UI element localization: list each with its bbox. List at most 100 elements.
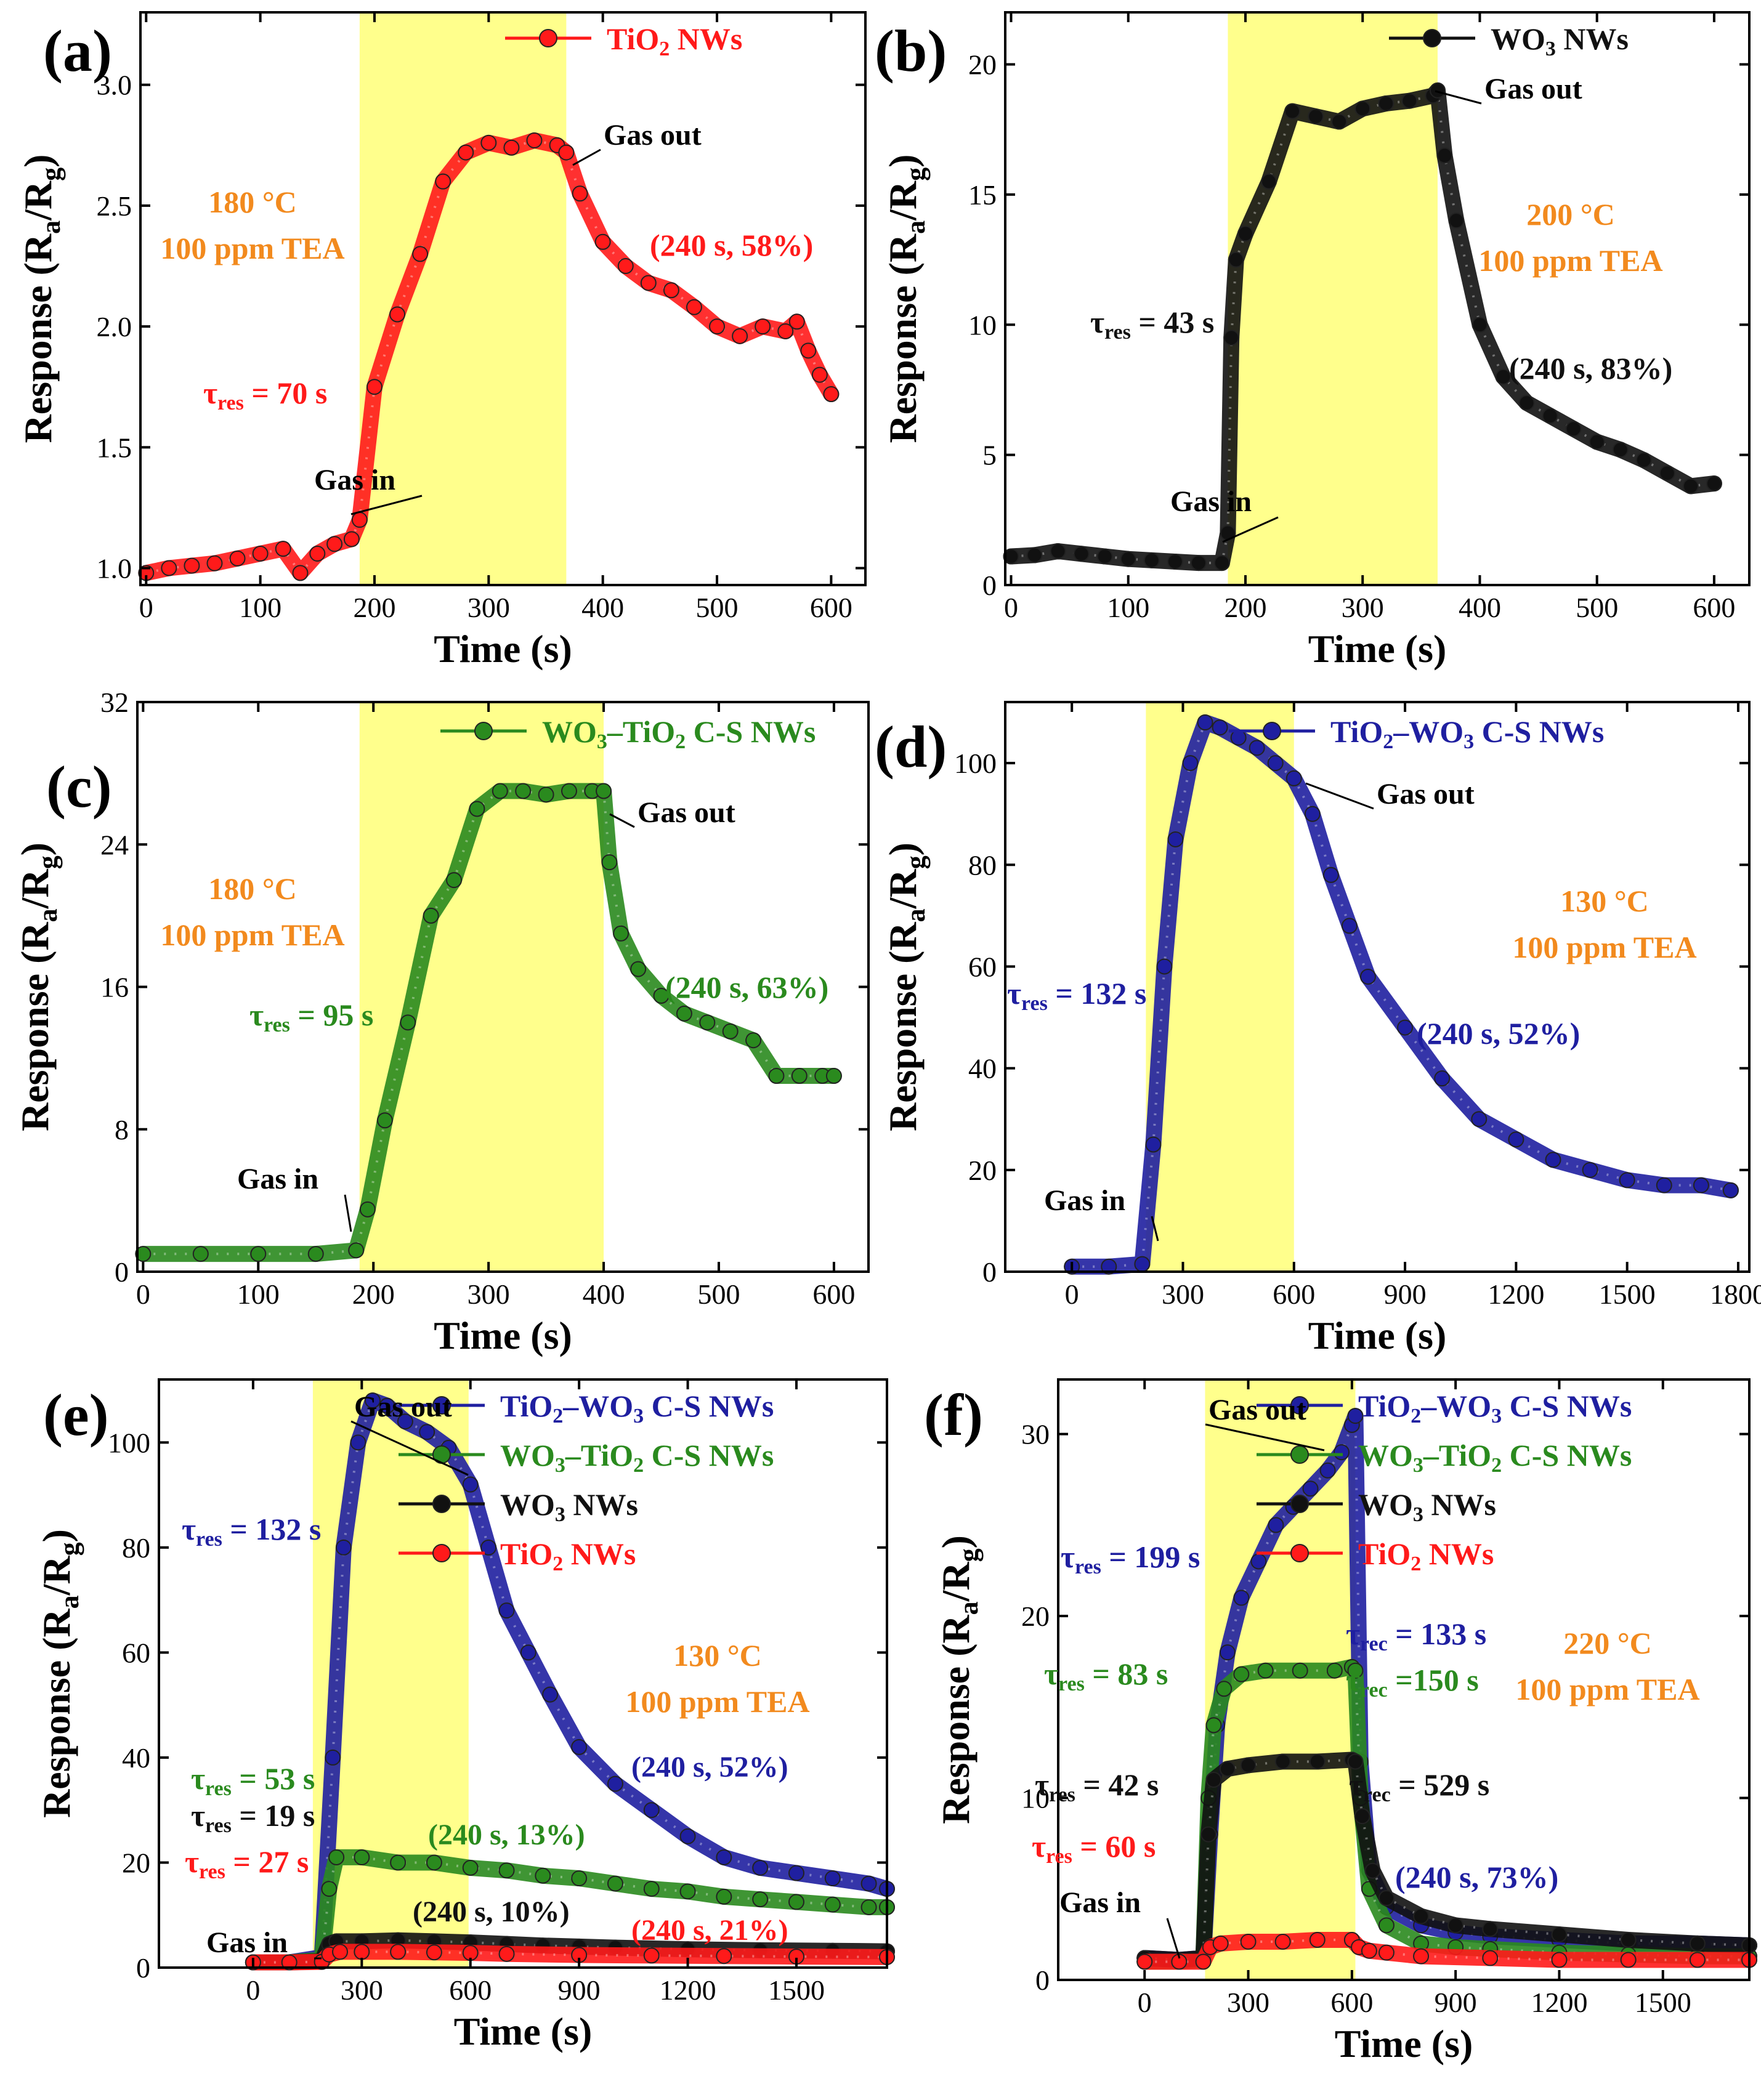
data-point — [1582, 1161, 1598, 1178]
data-point — [462, 1476, 479, 1493]
tau-label-part: τ — [1035, 1767, 1049, 1802]
data-point — [379, 1397, 395, 1414]
data-point — [348, 1242, 365, 1259]
series-line-highlight — [1144, 1758, 1750, 1961]
tau-label-part: τ — [191, 1761, 205, 1796]
data-point — [423, 907, 439, 924]
gas-in-label: Gas in — [206, 1926, 288, 1959]
data-point — [252, 545, 269, 562]
data-point — [640, 275, 657, 291]
legend-entry-part: 2 — [633, 1454, 644, 1477]
data-point — [492, 783, 508, 799]
y-tick-label: 0 — [115, 1256, 129, 1288]
tau-label: τres = 42 s — [1035, 1767, 1159, 1806]
data-point — [1682, 478, 1699, 495]
x-tick-label: 600 — [810, 592, 852, 623]
gas-exposure-window — [359, 12, 567, 585]
tau-label: τres = 60 s — [1032, 1829, 1156, 1868]
data-point — [1482, 1921, 1499, 1937]
tau-label-part: = 19 s — [232, 1798, 315, 1833]
x-tick-label: 100 — [237, 1278, 280, 1310]
data-point — [1545, 1152, 1561, 1168]
condition-temperature: 130 °C — [1560, 884, 1649, 918]
data-point — [192, 1246, 209, 1262]
axes-frame — [1004, 11, 1751, 586]
legend-entry-part: WO — [1358, 1487, 1413, 1522]
y-axis-label-part: a — [36, 220, 66, 234]
data-point — [229, 550, 246, 567]
y-axis-label-part: Response (R — [934, 1615, 978, 1824]
y-axis-label-part: g — [54, 1542, 84, 1556]
legend-entry-part: NWs — [1556, 22, 1629, 56]
series-b-0 — [1003, 82, 1722, 571]
data-point — [1240, 1757, 1257, 1774]
legend-entry-part: NWs — [563, 1537, 636, 1571]
gas-out-arrow — [1205, 1423, 1325, 1452]
data-point — [1334, 1444, 1350, 1461]
tau-label: τres = 43 s — [1090, 305, 1214, 344]
data-point — [1319, 1462, 1336, 1479]
legend-entry-part: 2 — [1411, 1553, 1421, 1575]
data-point — [389, 306, 406, 323]
y-axis-label-part: /R — [934, 1562, 978, 1602]
x-tick-label: 1500 — [1599, 1278, 1656, 1310]
data-point — [1322, 866, 1339, 883]
tau-label: τrec = 529 s — [1349, 1767, 1489, 1806]
tau-label: τres = 53 s — [191, 1761, 315, 1800]
panel-label: (a) — [43, 18, 112, 84]
legend-entry-part: 3 — [1463, 730, 1474, 753]
legend-entry-part: 2 — [1383, 730, 1393, 753]
data-point — [359, 1201, 376, 1218]
tau-label-part: τ — [1032, 1829, 1046, 1864]
y-tick-label: 15 — [968, 179, 997, 211]
data-point — [663, 282, 679, 299]
panel-label: (b) — [875, 18, 947, 84]
gas-in-label: Gas in — [1170, 485, 1252, 518]
x-tick-label: 300 — [1162, 1278, 1204, 1310]
panel-e: 0 300 600 900 1200 1500 0 20 40 60 80 100 Time (s) Re… — [34, 1378, 895, 2053]
x-tick-label: 600 — [812, 1278, 855, 1310]
gas-out-label: Gas out — [354, 1391, 452, 1423]
y-tick-label: 0 — [982, 570, 997, 601]
legend-entry-part: TiO — [1330, 714, 1383, 749]
data-point — [1205, 1717, 1222, 1734]
condition-temperature: 220 °C — [1563, 1626, 1652, 1660]
data-point — [811, 366, 828, 383]
data-point — [699, 1014, 716, 1031]
panel-f: 0 300 600 900 1200 1500 0 10 20 30 Time (s) Respons… — [924, 1378, 1757, 2066]
legend-entry: WO3 NWs — [1358, 1487, 1496, 1526]
data-point — [426, 1854, 442, 1871]
legend-entry-part: NWs — [670, 22, 742, 56]
gas-out-arrow — [1305, 782, 1374, 810]
data-point — [716, 1888, 732, 1905]
data-point — [1228, 251, 1244, 268]
y-tick-label: 0 — [982, 1256, 997, 1288]
data-point — [538, 786, 554, 803]
series-a-0 — [138, 132, 840, 581]
tau-label-part: = 70 s — [244, 376, 327, 410]
data-point — [824, 1896, 841, 1913]
data-point — [1212, 1935, 1229, 1952]
legend-entry-part: WO — [500, 1438, 555, 1472]
data-point — [1195, 1953, 1212, 1970]
legend-entry-part: C-S NWs — [1502, 1438, 1632, 1472]
y-tick-label: 32 — [100, 687, 129, 718]
data-point — [1200, 1826, 1217, 1843]
gas-out-label: Gas out — [604, 119, 702, 151]
x-tick-label: 400 — [583, 1278, 625, 1310]
x-tick-label: 500 — [696, 592, 739, 623]
data-point — [321, 1881, 338, 1897]
legend-entry-part: 2 — [553, 1405, 563, 1428]
tau-label: τrec =150 s — [1346, 1663, 1479, 1702]
tau-label-part: τ — [185, 1844, 199, 1879]
y-tick-label: 0 — [136, 1952, 150, 1984]
tau-label-part: res — [205, 1777, 232, 1800]
data-point — [745, 1032, 762, 1049]
legend-entry: TiO2 NWs — [500, 1537, 636, 1575]
condition-concentration: 100 ppm TEA — [1478, 243, 1662, 278]
y-tick-label: 20 — [1021, 1601, 1050, 1632]
legend-entry-part: WO — [1491, 22, 1545, 56]
axes-frame — [158, 1378, 888, 1969]
x-tick-label: 600 — [449, 1974, 492, 2006]
data-point — [498, 1862, 515, 1879]
